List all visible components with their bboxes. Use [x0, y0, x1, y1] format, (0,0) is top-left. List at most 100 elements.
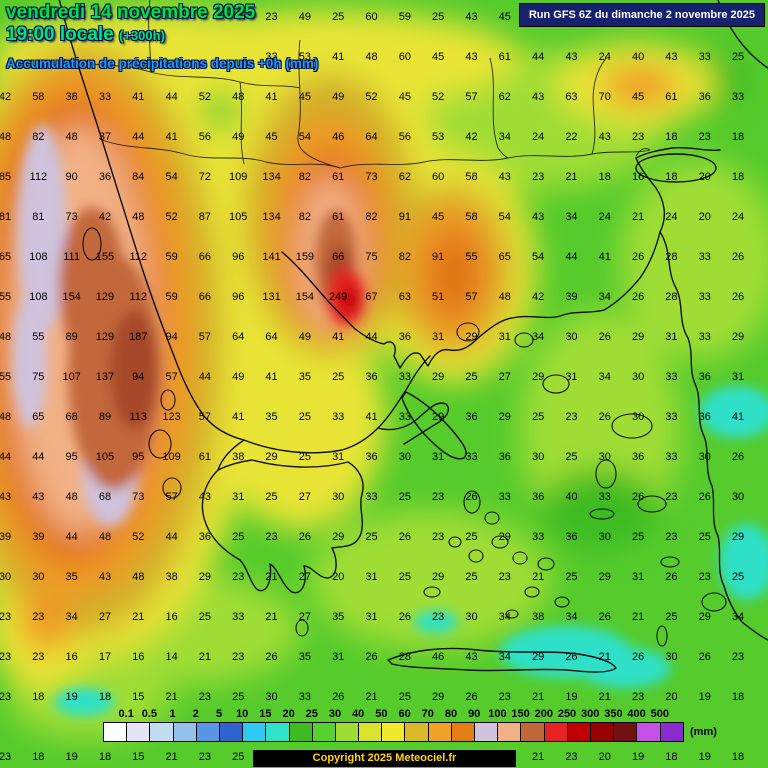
islands	[82, 227, 727, 647]
precip-value: 61	[332, 171, 345, 183]
precip-value: 27	[298, 611, 311, 623]
legend-color-cell	[312, 723, 336, 741]
precip-value: 105	[95, 451, 115, 463]
precip-value: 31	[365, 611, 378, 623]
precip-value: 38	[232, 451, 245, 463]
precip-value: 21	[365, 691, 378, 703]
legend-color-cell	[544, 723, 568, 741]
precip-value: 36	[631, 451, 645, 463]
precip-value: 25	[232, 691, 245, 703]
precip-value: 25	[465, 531, 478, 543]
precip-value: 38	[165, 571, 178, 583]
precip-value: 27	[298, 491, 311, 503]
precip-value: 34	[598, 371, 611, 383]
precip-value: 26	[731, 251, 745, 263]
legend-color-cell	[428, 723, 452, 741]
legend: 0.1 0.5 1 2 5 10 15 20 25 30 40 50 60 70 80 90 100 150 200…	[0, 706, 768, 768]
precip-value: 30	[598, 451, 611, 463]
precip-value: 23	[498, 571, 511, 583]
precip-value: 39	[565, 291, 578, 303]
precip-value: 23	[432, 491, 445, 503]
precip-value: 23	[631, 131, 645, 143]
precip-value: 31	[332, 451, 345, 463]
precip-value: 25	[298, 451, 311, 463]
precip-value: 48	[132, 211, 145, 223]
precip-value: 48	[98, 531, 112, 543]
precip-value: 30	[0, 571, 12, 583]
precip-value: 33	[398, 411, 411, 423]
precip-value: 43	[465, 11, 478, 23]
precip-value: 30	[598, 531, 611, 543]
legend-color-cell	[405, 723, 429, 741]
precip-value: 42	[98, 211, 112, 223]
run-info-box: Run GFS 6Z du dimanche 2 novembre 2025	[518, 3, 765, 27]
precip-value: 16	[631, 171, 645, 183]
precip-value: 33	[665, 371, 678, 383]
precip-value: 81	[32, 211, 45, 223]
precip-value: 45	[498, 11, 511, 23]
precip-value: 46	[332, 131, 345, 143]
precip-value: 38	[65, 91, 78, 103]
precip-value: 35	[65, 571, 78, 583]
precip-value: 23	[665, 531, 678, 543]
precip-value: 20	[698, 171, 711, 183]
precip-value: 18	[731, 751, 745, 763]
precip-value: 43	[598, 131, 611, 143]
precip-value: 26	[332, 691, 345, 703]
precip-value: 30	[631, 371, 645, 383]
precip-value: 90	[65, 171, 78, 183]
precip-value: 33	[298, 691, 311, 703]
precip-value: 111	[63, 251, 80, 263]
precip-value: 21	[198, 651, 212, 663]
precip-value: 21	[598, 691, 611, 703]
precip-value: 23	[731, 651, 745, 663]
precip-value: 25	[731, 571, 745, 583]
legend-color-cell	[475, 723, 499, 741]
precip-value: 67	[365, 291, 378, 303]
precip-value: 52	[432, 91, 445, 103]
precip-value: 37	[98, 131, 112, 143]
precip-value: 155	[95, 251, 115, 263]
precip-value: 44	[198, 371, 212, 383]
precip-value: 82	[32, 131, 45, 143]
precip-value: 154	[295, 291, 315, 303]
precip-value: 26	[698, 651, 711, 663]
precip-value: 60	[398, 51, 411, 63]
precip-value: 28	[398, 651, 411, 663]
precip-value: 21	[531, 571, 545, 583]
precip-value: 53	[298, 51, 311, 63]
legend-color-cell	[451, 723, 475, 741]
precip-value: 31	[731, 371, 745, 383]
precip-value: 36	[198, 531, 212, 543]
precip-value: 62	[398, 171, 411, 183]
valid-time: 19:00 locale (+300h)	[6, 23, 165, 45]
precip-value: 30	[565, 331, 578, 343]
precip-value: 26	[598, 331, 611, 343]
precip-value: 58	[465, 171, 478, 183]
precip-value: 112	[29, 171, 48, 183]
precip-value: 23	[665, 491, 678, 503]
precip-value: 29	[432, 691, 445, 703]
legend-tick-label: 30	[328, 708, 342, 720]
precip-value: 36	[698, 411, 711, 423]
precip-value: 25	[265, 491, 278, 503]
precip-value: 25	[332, 11, 345, 23]
legend-tick-label: 90	[468, 708, 481, 720]
precip-value: 129	[95, 291, 115, 303]
precip-value: 49	[232, 371, 245, 383]
precip-value: 43	[198, 491, 212, 503]
precip-value: 31	[432, 331, 445, 343]
precip-value: 29	[198, 571, 212, 583]
precip-value: 73	[365, 171, 378, 183]
precip-value: 89	[65, 331, 78, 343]
precip-value: 33	[498, 491, 511, 503]
precip-value: 33	[398, 371, 411, 383]
precip-value: 29	[531, 371, 545, 383]
precip-value: 29	[432, 411, 445, 423]
precip-value: 31	[365, 571, 378, 583]
precip-value: 31	[498, 331, 511, 343]
precip-value: 43	[465, 51, 478, 63]
precip-value: 40	[565, 491, 578, 503]
precip-value: 43	[465, 651, 478, 663]
